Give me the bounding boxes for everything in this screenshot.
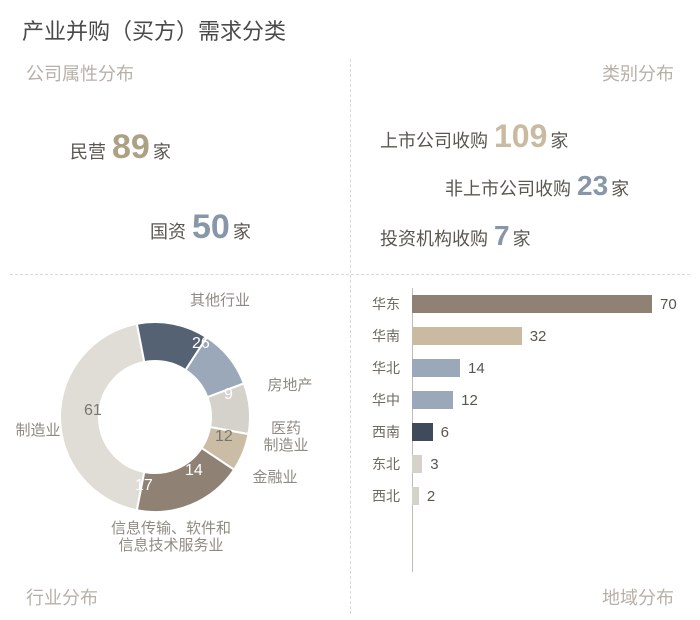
bar-cat: 华中 <box>372 390 412 410</box>
bar <box>412 295 652 313</box>
bar-track: 12 <box>412 384 678 416</box>
q3-title: 行业分布 <box>26 584 98 610</box>
bar-row-1: 华南 32 <box>372 320 678 352</box>
q2-row-1: 非上市公司收购23家 <box>445 170 629 202</box>
q1-row-0: 民营89家 <box>70 128 171 167</box>
q1-title: 公司属性分布 <box>26 60 134 86</box>
donut-label-1: 信息传输、软件和信息技术服务业 <box>96 520 246 555</box>
stat-suffix: 家 <box>233 218 251 244</box>
bar <box>412 359 460 377</box>
q2-row-2: 投资机构收购7家 <box>380 220 531 252</box>
quadrant-grid: 公司属性分布 民营89家国资50家 类别分布 上市公司收购109家非上市公司收购… <box>0 54 700 620</box>
bar-row-0: 华东 70 <box>372 288 678 320</box>
q2-row-0: 上市公司收购109家 <box>380 118 568 155</box>
page-title: 产业并购（买方）需求分类 <box>0 0 700 46</box>
stat-suffix: 家 <box>611 175 629 201</box>
bar-cat: 西南 <box>372 422 412 442</box>
donut-slice-0 <box>60 324 144 511</box>
donut-chart: 61制造业17信息传输、软件和信息技术服务业14金融业12医药制造业9房地产26… <box>20 282 350 580</box>
quadrant-category: 类别分布 上市公司收购109家非上市公司收购23家投资机构收购7家 <box>350 54 700 274</box>
q4-title: 地域分布 <box>602 584 674 610</box>
bar-value: 70 <box>660 296 677 313</box>
quadrant-region: 华东 70 华南 32 华北 14 华中 12 西南 6 东北 3 西北 2 地域分布 <box>350 274 700 620</box>
donut-label-2: 金融业 <box>240 469 310 486</box>
stat-label: 投资机构收购 <box>380 225 488 251</box>
bar <box>412 423 433 441</box>
q1-row-1: 国资50家 <box>150 208 251 247</box>
bar-row-6: 西北 2 <box>372 480 678 512</box>
bar <box>412 391 453 409</box>
bar-value: 14 <box>468 360 485 377</box>
quadrant-industry: 61制造业17信息传输、软件和信息技术服务业14金融业12医药制造业9房地产26… <box>0 274 350 620</box>
q2-stats: 上市公司收购109家非上市公司收购23家投资机构收购7家 <box>350 98 700 274</box>
bar-cat: 东北 <box>372 454 412 474</box>
q1-stats: 民营89家国资50家 <box>0 98 350 274</box>
bar <box>412 455 422 473</box>
bar-track: 14 <box>412 352 678 384</box>
stat-value: 89 <box>112 128 150 167</box>
donut-label-5: 其他行业 <box>180 292 260 309</box>
stat-value: 109 <box>494 118 547 155</box>
stat-value: 23 <box>577 170 608 202</box>
bar-value: 3 <box>430 456 438 473</box>
bar-row-3: 华中 12 <box>372 384 678 416</box>
donut-label-3: 医药制造业 <box>256 420 316 455</box>
bar-track: 32 <box>412 320 678 352</box>
bar-row-2: 华北 14 <box>372 352 678 384</box>
stat-suffix: 家 <box>153 138 171 164</box>
bar-row-4: 西南 6 <box>372 416 678 448</box>
stat-suffix: 家 <box>550 127 568 153</box>
bar-track: 3 <box>412 448 678 480</box>
bar <box>412 487 419 505</box>
bar-cat: 华北 <box>372 358 412 378</box>
bar-cat: 西北 <box>372 486 412 506</box>
q2-title: 类别分布 <box>602 60 674 86</box>
bar-value: 6 <box>441 424 449 441</box>
stat-label: 非上市公司收购 <box>445 175 571 201</box>
stat-label: 民营 <box>70 138 106 164</box>
quadrant-company-attribute: 公司属性分布 民营89家国资50家 <box>0 54 350 274</box>
bar-row-5: 东北 3 <box>372 448 678 480</box>
stat-label: 国资 <box>150 218 186 244</box>
stat-value: 7 <box>494 220 510 252</box>
bar-cat: 华东 <box>372 294 412 314</box>
bar-value: 2 <box>427 488 435 505</box>
bar-value: 12 <box>461 392 478 409</box>
stat-suffix: 家 <box>513 225 531 251</box>
bar-chart: 华东 70 华南 32 华北 14 华中 12 西南 6 东北 3 西北 2 <box>372 288 678 574</box>
donut-label-4: 房地产 <box>260 377 320 394</box>
bar-cat: 华南 <box>372 326 412 346</box>
bar-value: 32 <box>530 328 547 345</box>
bar <box>412 327 522 345</box>
bar-track: 70 <box>412 288 678 320</box>
donut-label-0: 制造业 <box>8 422 68 439</box>
bar-track: 6 <box>412 416 678 448</box>
stat-label: 上市公司收购 <box>380 127 488 153</box>
bar-track: 2 <box>412 480 678 512</box>
stat-value: 50 <box>192 208 230 247</box>
